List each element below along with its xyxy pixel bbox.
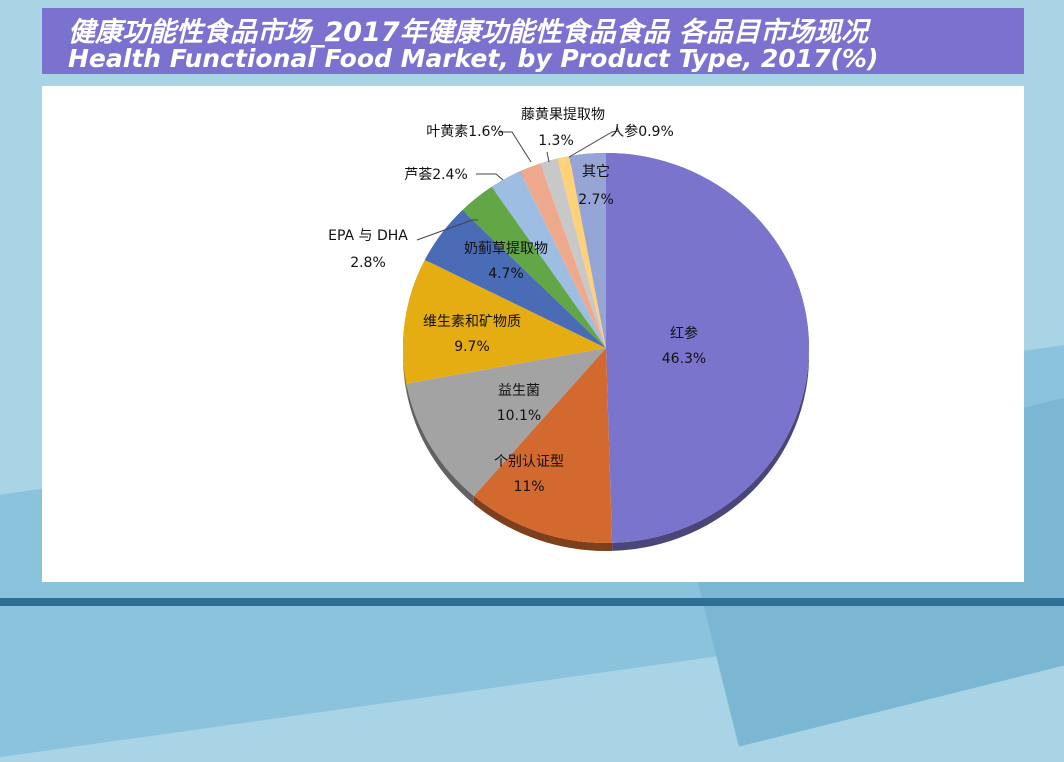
slice-value-label: 1.3%	[538, 133, 574, 149]
slice-value-label: 4.7%	[488, 266, 524, 282]
slice-label: 个别认证型	[494, 454, 564, 470]
leader-line	[500, 131, 532, 163]
pie-slice	[557, 156, 606, 348]
slice-label: 藤黄果提取物	[521, 106, 605, 123]
slice-value-label: 46.3%	[662, 351, 706, 367]
pie-slice-depth	[473, 496, 613, 551]
pie-slice	[606, 153, 810, 543]
slice-value-label: 2.8%	[350, 255, 386, 271]
leader-line	[476, 173, 504, 181]
title-banner: 健康功能性食品市场_2017年健康功能性食品食品 各品目市场现况 Health …	[42, 8, 1024, 74]
pie-slice	[424, 210, 606, 348]
slice-label: 红参	[670, 325, 698, 342]
bottom-bar	[0, 598, 1064, 606]
slice-label: 益生菌	[498, 383, 540, 399]
pie-slice	[403, 259, 606, 384]
pie-slice	[406, 348, 606, 497]
slice-label: 维生素和矿物质	[423, 314, 521, 330]
pie-slice	[520, 163, 606, 348]
slice-label: 其它	[582, 163, 610, 180]
pie-chart: 红参 46.3% 个别认证型 11% 益生菌 10.1% 维生素和矿物质 9.7% 奶蓟草提取物…	[328, 106, 810, 551]
pie-slice	[473, 348, 613, 543]
leader-line	[546, 151, 550, 163]
slice-value-label: 11%	[513, 479, 544, 495]
slice-value-label: 9.7%	[454, 339, 490, 355]
slice-value-label: 2.7%	[578, 192, 614, 208]
slice-label: 叶黄素1.6%	[426, 123, 504, 140]
pie-slice-depth	[406, 383, 474, 505]
slice-label: 芦荟2.4%	[404, 166, 468, 183]
pie-slice	[540, 158, 606, 348]
slice-label: 奶蓟草提取物	[464, 241, 548, 257]
pie-slice	[569, 153, 606, 348]
pie-slice	[462, 186, 606, 348]
slice-label: EPA 与 DHA	[328, 228, 408, 244]
pie-slice	[491, 171, 606, 348]
slice-value-label: 10.1%	[497, 408, 541, 424]
slice-label: 人参0.9%	[610, 123, 674, 140]
title-english: Health Functional Food Market, by Produc…	[68, 44, 879, 73]
chart-panel: 红参 46.3% 个别认证型 11% 益生菌 10.1% 维生素和矿物质 9.7% 奶蓟草提取物…	[42, 86, 1024, 582]
leader-line	[568, 130, 619, 158]
leader-line	[416, 219, 478, 241]
title-chinese: 健康功能性食品市场_2017年健康功能性食品食品 各品目市场现况	[68, 17, 869, 48]
